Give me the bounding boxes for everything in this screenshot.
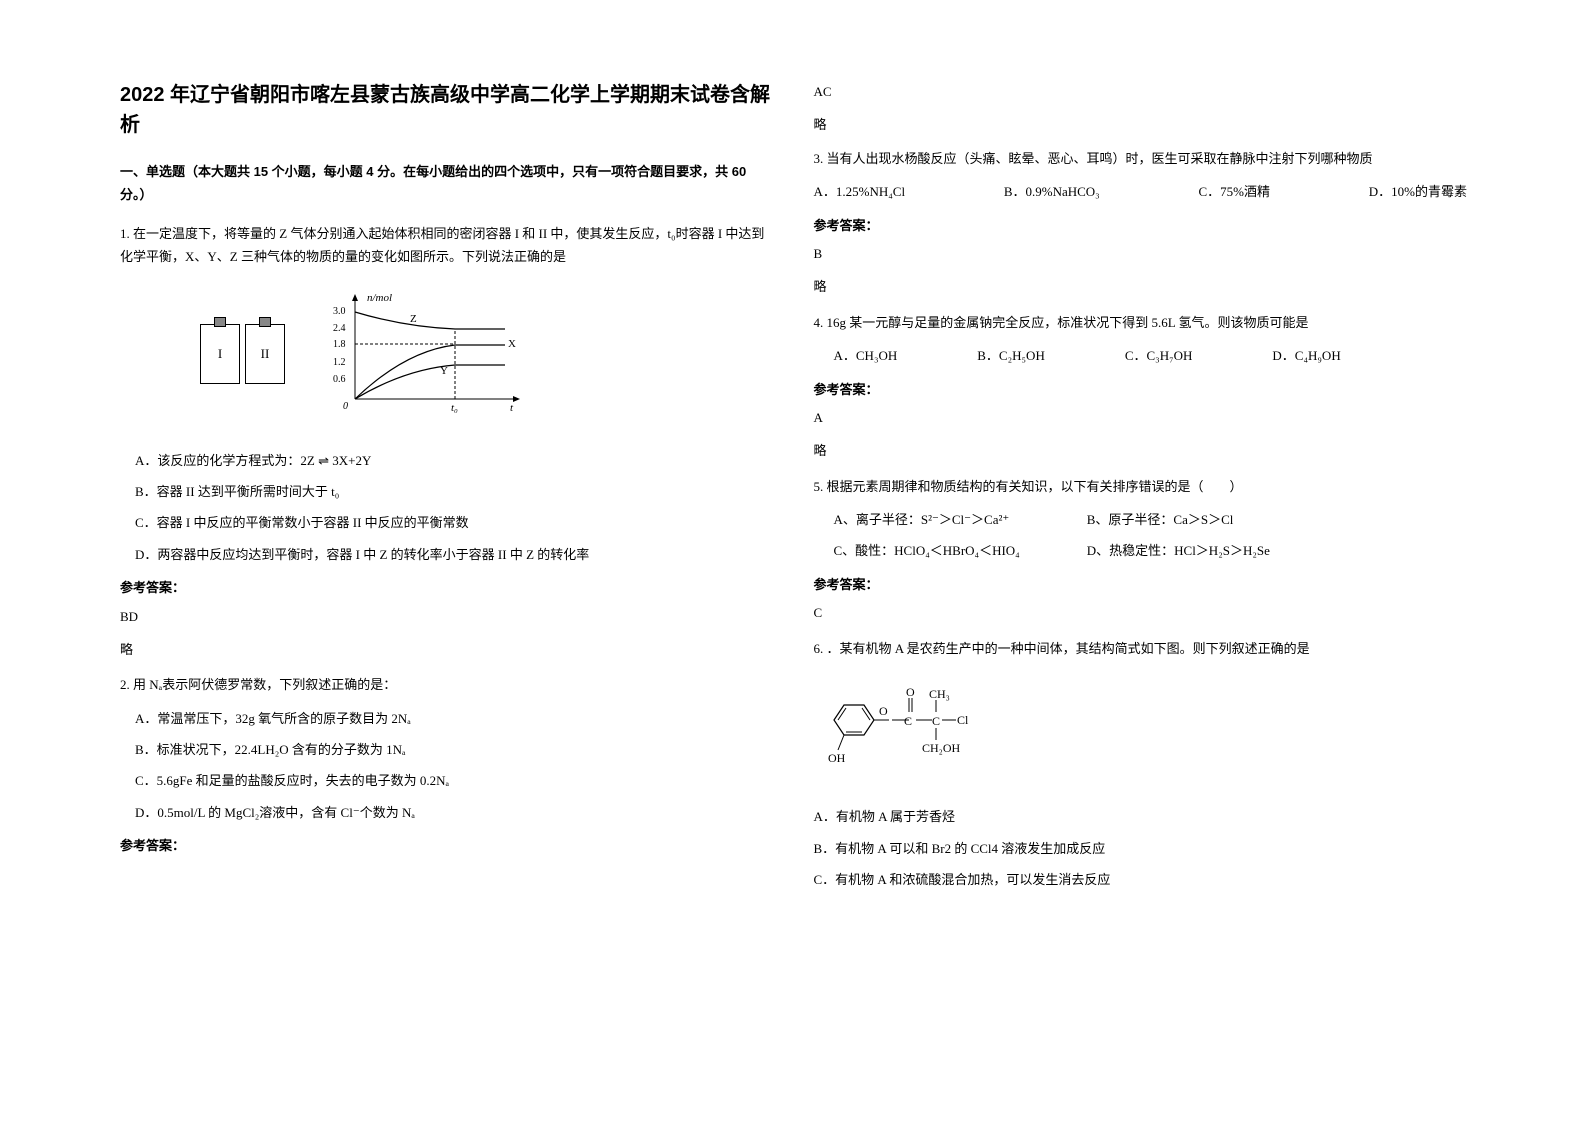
ch3-group: CH₃ [929,687,950,701]
q1-diagram: I II n/mol 3.0 2.4 1.8 1.2 0.6 0 Z [200,289,774,419]
q3-option-c: C．75%酒精 [1198,180,1270,203]
ylabel: n/mol [367,292,392,304]
q1-option-d: D．两容器中反应均达到平衡时，容器 I 中 Z 的转化率小于容器 II 中 Z … [135,543,774,566]
question-3: 3. 当有人出现水杨酸反应（头痛、眩晕、恶心、耳鸣）时，医生可采取在静脉中注射下… [814,147,1468,299]
container-1: I [200,324,240,384]
q5-answer-label: 参考答案： [814,573,1468,596]
c-atom2: C [932,714,940,728]
q6-option-c: C．有机物 A 和浓硫酸混合加热，可以发生消去反应 [814,868,1468,891]
q1-option-b: B．容器 II 达到平衡所需时间大于 t₀ [135,480,774,503]
ch2oh-group: CH₂OH [922,741,961,755]
q2-option-c: C．5.6gFe 和足量的盐酸反应时，失去的电子数为 0.2Nₐ [135,769,774,792]
q2-option-a: A．常温常压下，32g 氧气所含的原子数目为 2Nₐ [135,707,774,730]
q5-option-d: D、热稳定性：HCl＞H₂S＞H₂Se [1087,543,1270,558]
q4-option-d: D．C₄H₉OH [1272,344,1340,367]
q1-option-c: C．容器 I 中反应的平衡常数小于容器 II 中反应的平衡常数 [135,511,774,534]
line-x: X [508,338,516,350]
q3-answer: B [814,242,1468,265]
q3-explain: 略 [814,275,1468,298]
ytick-30: 3.0 [333,306,346,317]
ytick-24: 2.4 [333,323,346,334]
q4-option-a: A．CH₃OH [834,344,898,367]
question-1-text: 1. 在一定温度下，将等量的 Z 气体分别通入起始体积相同的密闭容器 I 和 I… [120,222,774,269]
molecule-structure: OH O C O C CH₃ Cl CH₂OH [814,680,994,780]
question-2: 2. 用 Nₐ表示阿伏德罗常数，下列叙述正确的是： A．常温常压下，32g 氧气… [120,673,774,857]
right-column: AC 略 3. 当有人出现水杨酸反应（头痛、眩晕、恶心、耳鸣）时，医生可采取在静… [794,80,1488,1042]
q4-explain: 略 [814,439,1468,462]
ytick-12: 1.2 [333,357,346,368]
ytick-0: 0 [343,401,348,412]
q3-option-b: B．0.9%NaHCO₃ [1004,180,1100,203]
q5-option-b: B、原子半径：Ca＞S＞Cl [1087,512,1234,527]
document-title: 2022 年辽宁省朝阳市喀左县蒙古族高级中学高二化学上学期期末试卷含解析 [120,80,774,140]
q1-explain: 略 [120,638,774,661]
q3-option-d: D．10%的青霉素 [1369,180,1467,203]
q1-answer-label: 参考答案： [120,576,774,599]
q2-answer: AC [814,80,1468,103]
o-double: O [906,685,915,699]
question-1: 1. 在一定温度下，将等量的 Z 气体分别通入起始体积相同的密闭容器 I 和 I… [120,222,774,662]
question-5-text: 5. 根据元素周期律和物质结构的有关知识，以下有关排序错误的是（ ） [814,475,1468,498]
o-atom: O [879,704,888,718]
q5-option-a: A、离子半径：S²⁻＞Cl⁻＞Ca²⁺ [834,508,1084,531]
xlabel-t0: t₀ [451,402,458,414]
left-column: 2022 年辽宁省朝阳市喀左县蒙古族高级中学高二化学上学期期末试卷含解析 一、单… [100,80,794,1042]
q5-answer: C [814,601,1468,624]
q4-answer-label: 参考答案： [814,378,1468,401]
container-2: II [245,324,285,384]
q1-option-a: A．该反应的化学方程式为：2Z ⇌ 3X+2Y [135,449,774,472]
q2-explain: 略 [814,113,1468,136]
q1-answer: BD [120,605,774,628]
xlabel-t: t [510,402,514,414]
section-header: 一、单选题（本大题共 15 个小题，每小题 4 分。在每小题给出的四个选项中，只… [120,160,774,207]
q6-option-b: B．有机物 A 可以和 Br2 的 CCl4 溶液发生加成反应 [814,837,1468,860]
q3-answer-label: 参考答案： [814,214,1468,237]
q5-option-c: C、酸性：HClO₄＜HBrO₄＜HIO₄ [834,539,1084,562]
question-4-text: 4. 16g 某一元醇与足量的金属钠完全反应，标准状况下得到 5.6L 氢气。则… [814,311,1468,334]
q2-option-b: B．标准状况下，22.4LH₂O 含有的分子数为 1Nₐ [135,738,774,761]
q6-option-a: A．有机物 A 属于芳香烃 [814,805,1468,828]
question-4: 4. 16g 某一元醇与足量的金属钠完全反应，标准状况下得到 5.6L 氢气。则… [814,311,1468,463]
q4-answer: A [814,406,1468,429]
ytick-18: 1.8 [333,339,346,350]
c-atom1: C [904,714,912,728]
question-3-text: 3. 当有人出现水杨酸反应（头痛、眩晕、恶心、耳鸣）时，医生可采取在静脉中注射下… [814,147,1468,170]
q2-option-d: D．0.5mol/L 的 MgCl₂溶液中，含有 Cl⁻个数为 Nₐ [135,801,774,824]
question-6-text: 6. ．某有机物 A 是农药生产中的一种中间体，其结构简式如下图。则下列叙述正确… [814,637,1468,660]
question-5: 5. 根据元素周期律和物质结构的有关知识，以下有关排序错误的是（ ） A、离子半… [814,475,1468,625]
ytick-06: 0.6 [333,374,346,385]
question-2-text: 2. 用 Nₐ表示阿伏德罗常数，下列叙述正确的是： [120,673,774,696]
q3-option-a: A．1.25%NH₄Cl [814,180,906,203]
q4-option-b: B．C₂H₅OH [977,344,1045,367]
question-6: 6. ．某有机物 A 是农药生产中的一种中间体，其结构简式如下图。则下列叙述正确… [814,637,1468,892]
q1-chart-svg: n/mol 3.0 2.4 1.8 1.2 0.6 0 Z X Y t₀ t [325,289,525,419]
line-z: Z [410,313,417,325]
oh-group: OH [828,751,846,765]
line-y: Y [440,365,448,377]
q4-option-c: C．C₃H₇OH [1125,344,1193,367]
container-boxes: I II [200,324,285,384]
q2-answer-label: 参考答案： [120,834,774,857]
cl-atom: Cl [957,713,969,727]
